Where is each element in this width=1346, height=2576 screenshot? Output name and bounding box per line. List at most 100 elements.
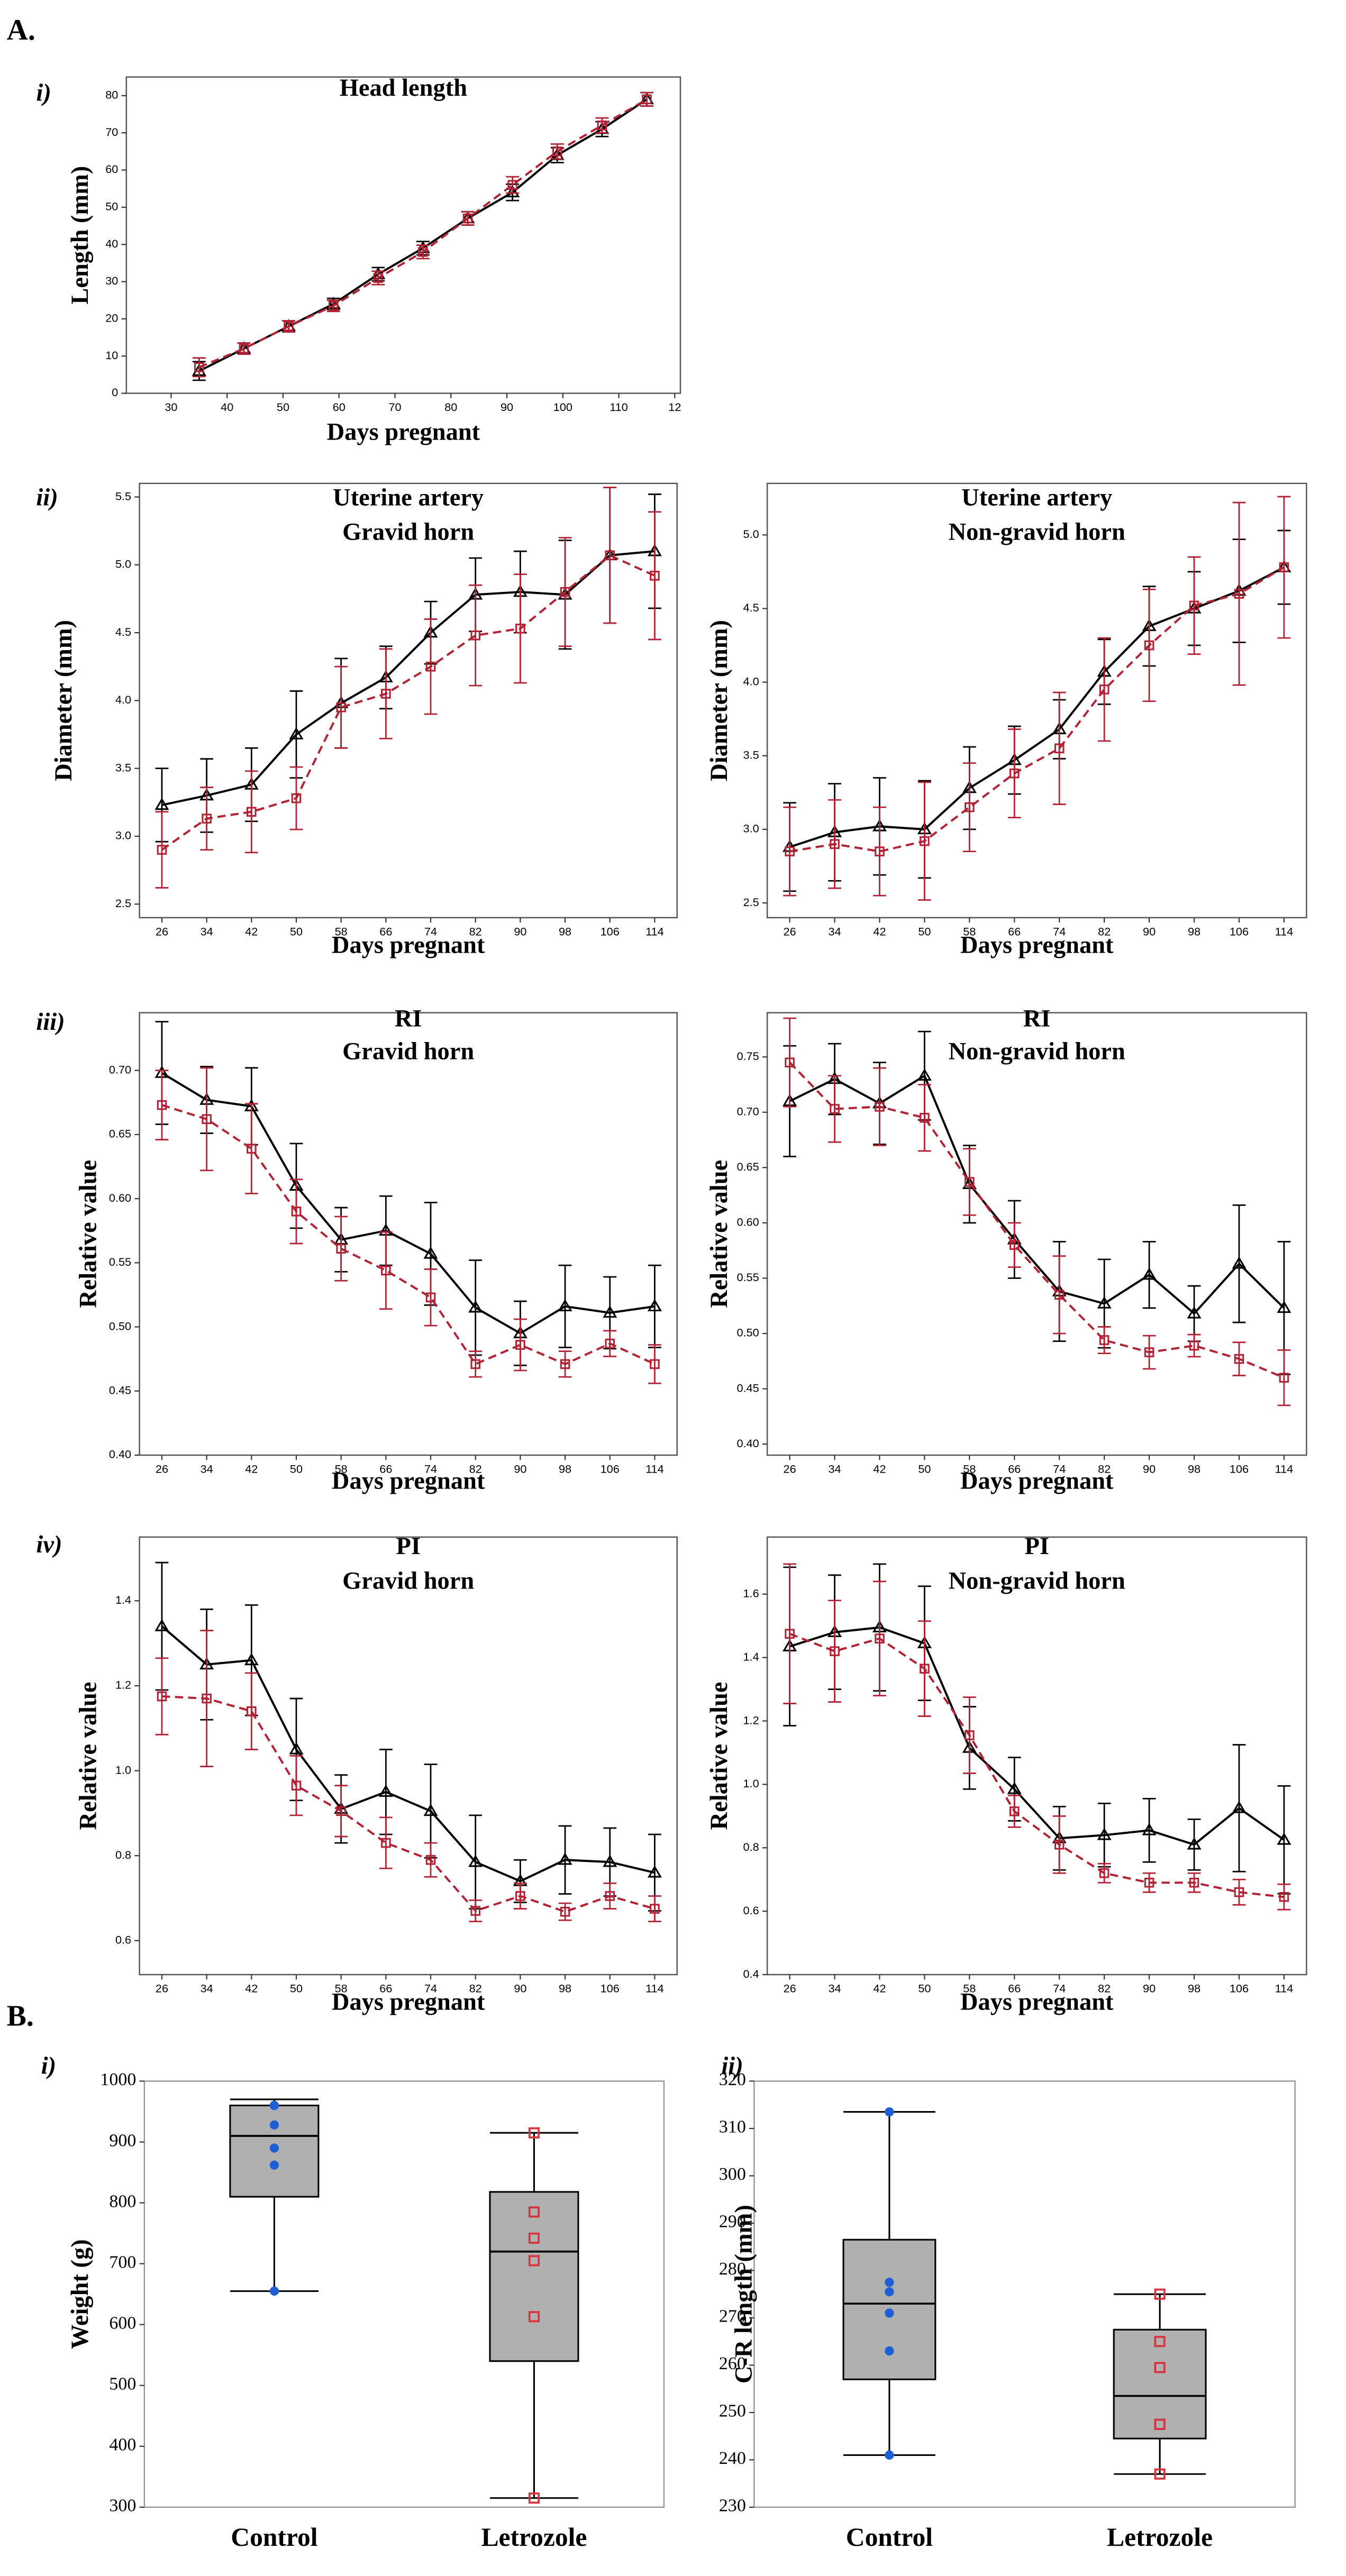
marker [157,1691,167,1702]
x-tick-label: Control [231,2523,317,2552]
x-tick-label: 82 [469,1463,482,1476]
x-tick-label: 82 [469,925,482,938]
marker [425,661,436,672]
y-tick-label: 3.5 [115,761,131,774]
y-tick-label: 0 [112,386,118,399]
marker [373,273,384,283]
x-tick-label: 98 [559,925,571,938]
y-tick-label: 4.5 [743,601,759,614]
y-tick-label: 1.4 [743,1650,759,1663]
x-tick-label: 90 [514,1982,526,1995]
x-tick-label: 90 [514,925,526,938]
y-tick-label: 250 [719,2401,746,2421]
x-tick-label: 82 [1098,1463,1111,1476]
marker [1099,1868,1109,1878]
y-tick-label: 0.60 [109,1191,131,1204]
x-tick-label: 74 [1053,925,1066,938]
y-tick-label: 4.0 [743,674,759,688]
data-point [528,2311,540,2323]
x-axis-label: Days pregnant [332,931,485,958]
x-tick-label: 40 [221,400,233,414]
x-tick-label: 66 [379,925,392,938]
x-tick-label: 58 [335,1982,348,1995]
x-tick-label: 58 [335,1463,348,1476]
y-tick-label: 1.4 [115,1593,131,1606]
plot-frame [139,482,678,919]
marker [291,1780,302,1791]
x-tick-label: 42 [873,925,886,938]
data-point [528,2255,540,2267]
marker [605,1891,615,1901]
chart-title: RI [395,1006,422,1033]
chart-title: Non-gravid horn [949,1567,1125,1594]
data-point [885,2308,894,2318]
error-bar [595,117,609,134]
y-tick-label: 4.5 [115,625,131,638]
marker [785,1629,795,1639]
y-axis-label: Diameter (mm) [706,620,733,781]
section-label: B. [7,1999,34,2032]
x-tick-label: 58 [963,1982,976,1995]
y-tick-label: 290 [719,2212,746,2232]
marker [423,1246,438,1259]
error-bar [918,1084,931,1152]
x-tick-label: 34 [201,1463,213,1476]
marker [1234,1887,1244,1897]
x-tick-label: 50 [277,400,289,414]
y-tick-label: 3.0 [115,829,131,842]
marker [289,727,304,739]
x-axis-label: Days pregnant [327,419,480,446]
error-bar [1007,1222,1021,1268]
error-bar [1277,496,1291,639]
marker [1009,1240,1020,1250]
x-tick-label: 106 [601,1982,620,1995]
marker [597,120,607,131]
x-tick-label: Letrozole [1107,2523,1213,2552]
series-line [789,1626,1285,1846]
x-tick-label: 34 [828,925,841,938]
error-bar [244,1672,258,1750]
y-axis-label: Length (mm) [67,166,94,305]
marker [785,846,795,856]
marker [194,362,204,372]
y-tick-label: 0.50 [736,1326,759,1339]
x-tick-label: 50 [290,1463,303,1476]
marker [1009,768,1020,779]
marker [291,1207,302,1217]
y-tick-label: 1000 [100,2070,136,2089]
y-tick-label: 0.60 [736,1216,759,1229]
marker [381,689,391,699]
error-bar [828,1600,841,1703]
x-tick-label: 100 [553,400,572,414]
y-tick-label: 900 [109,2131,136,2150]
series-line [789,1632,1285,1898]
marker [515,1340,525,1350]
marker [920,1664,930,1674]
y-tick-label: 800 [109,2191,136,2211]
marker [647,1299,662,1312]
error-bar [648,1895,661,1923]
error-bar [828,1075,841,1143]
y-tick-label: 80 [105,88,118,102]
x-tick-label: 106 [1230,925,1249,938]
error-bar [379,1816,393,1869]
x-tick-label: 50 [918,1982,931,1995]
y-tick-label: 10 [105,349,118,362]
series-line [161,550,655,806]
error-bar [424,1268,438,1327]
marker [336,1244,346,1254]
marker [154,1619,169,1631]
marker [1232,1801,1247,1813]
marker [202,814,212,824]
data-point [1154,2336,1166,2347]
y-tick-label: 1.2 [115,1678,131,1692]
chart-title: PI [1025,1533,1049,1560]
x-tick-label: Control [846,2523,933,2552]
x-tick-label: 90 [1143,1982,1156,1995]
marker [560,1359,570,1369]
marker [154,798,169,810]
x-tick-label: 82 [1098,925,1111,938]
marker [875,1633,885,1643]
y-tick-label: 1.6 [743,1587,759,1600]
y-tick-label: 1.0 [115,1763,131,1776]
